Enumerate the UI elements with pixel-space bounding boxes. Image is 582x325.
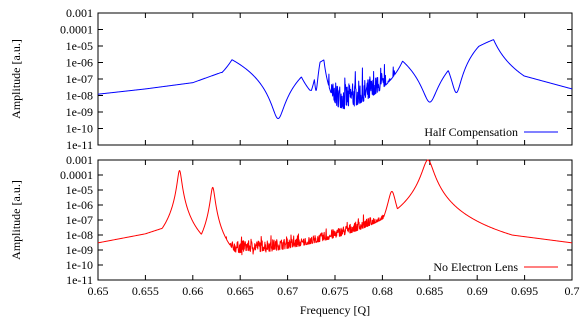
y-tick-label: 1e-05 [66, 183, 93, 197]
y-tick-label: 1e-10 [66, 258, 93, 272]
x-tick-label: 0.66 [182, 284, 203, 298]
y-tick-label: 0.0001 [60, 23, 93, 37]
x-axis-label: Frequency [Q] [300, 303, 370, 317]
y-tick-label: 0.001 [66, 153, 93, 167]
x-tick-label: 0.69 [467, 284, 488, 298]
series-line [97, 159, 573, 256]
y-tick-label: 1e-11 [66, 138, 93, 152]
x-tick-label: 0.665 [227, 284, 254, 298]
y-tick-label: 1e-09 [66, 105, 93, 119]
y-tick-label: 1e-10 [66, 122, 93, 136]
y-axis-label: Amplitude [a.u.] [9, 39, 23, 119]
series-line [97, 39, 573, 120]
x-tick-label: 0.68 [372, 284, 393, 298]
panel-top: 1e-11 1e-10 1e-09 1e-08 1e-07 1e-06 1e-05 0.000… [9, 6, 573, 152]
x-tick-label: 0.685 [416, 284, 443, 298]
y-tick-label: 1e-06 [66, 198, 93, 212]
y-tick-label: 1e-08 [66, 228, 93, 242]
y-tick-label: 1e-09 [66, 243, 93, 257]
y-tick-label: 1e-06 [66, 56, 93, 70]
y-axis-label: Amplitude [a.u.] [9, 180, 23, 260]
x-tick-label: 0.7 [565, 284, 580, 298]
legend-label: No Electron Lens [433, 260, 518, 274]
y-tick-label: 0.001 [66, 6, 93, 20]
x-tick-label: 0.655 [132, 284, 159, 298]
x-tick-label: 0.67 [277, 284, 298, 298]
x-tick-label: 0.675 [322, 284, 349, 298]
y-tick-label: 1e-07 [66, 213, 93, 227]
legend-label: Half Compensation [424, 125, 518, 139]
y-tick-label: 0.0001 [60, 168, 93, 182]
y-tick-label: 1e-08 [66, 89, 93, 103]
y-tick-label: 1e-11 [66, 273, 93, 287]
x-tick-label: 0.695 [511, 284, 538, 298]
y-tick-label: 1e-05 [66, 39, 93, 53]
panel-bottom: 1e-111e-101e-091e-081e-071e-061e-050.000… [9, 153, 580, 317]
x-tick-label: 0.65 [88, 284, 109, 298]
y-tick-label: 1e-07 [66, 72, 93, 86]
